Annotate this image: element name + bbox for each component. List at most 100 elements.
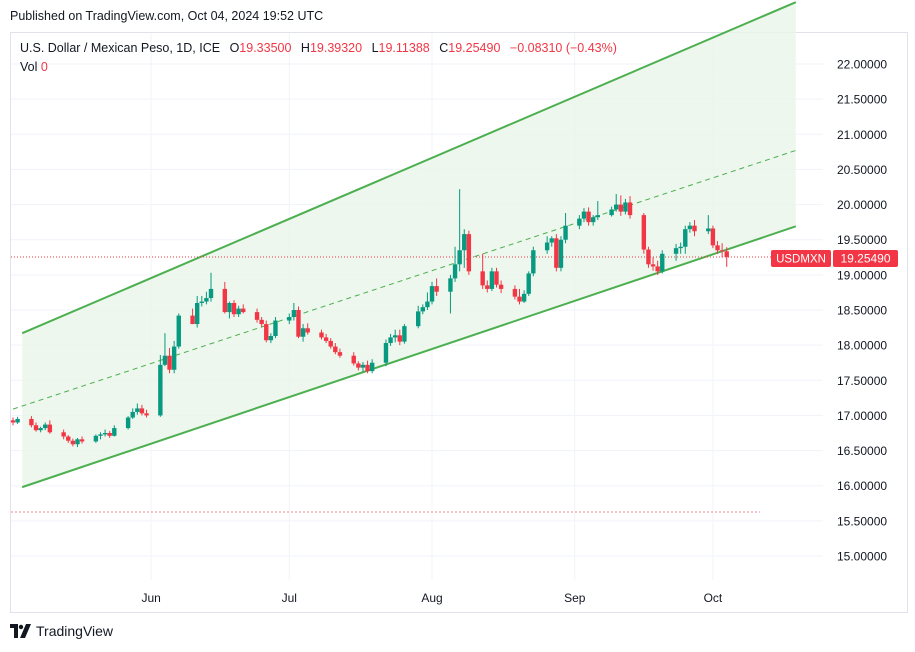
candle-up <box>416 305 421 329</box>
candle-up <box>383 339 389 367</box>
candle-body <box>365 364 370 372</box>
candle-body <box>75 439 80 445</box>
candle-up <box>273 317 278 339</box>
candle-body <box>526 273 531 294</box>
candle-body <box>369 362 375 372</box>
candle-body <box>397 335 402 342</box>
candle-body <box>356 363 361 368</box>
candle-up <box>15 416 20 424</box>
last-price-line <box>11 256 823 513</box>
candle-up <box>236 305 241 318</box>
candle-up <box>388 333 393 346</box>
candle-body <box>167 355 172 370</box>
candle-down <box>222 281 228 314</box>
candle-down <box>10 417 16 426</box>
candle-body <box>724 251 729 257</box>
candle-body <box>130 411 135 418</box>
candle-up <box>595 201 600 221</box>
candle-body <box>79 439 85 442</box>
y-tick-label: 16.50000 <box>837 444 887 458</box>
candle-up <box>93 434 99 443</box>
candle-up <box>392 329 398 343</box>
channel-lower-line <box>21 225 797 489</box>
candle-down <box>655 260 660 275</box>
candle-down <box>264 320 269 343</box>
candle-down <box>337 348 343 358</box>
candle-body <box>194 302 200 325</box>
candle-down <box>554 234 559 272</box>
candle-body <box>351 355 356 364</box>
x-tick-label: Aug <box>421 591 442 605</box>
candle-down <box>190 308 195 325</box>
candle-body <box>660 253 665 272</box>
candle-up <box>291 302 297 321</box>
candle-down <box>715 241 720 254</box>
candle-down <box>365 360 370 374</box>
candle-down <box>397 329 402 346</box>
low-value: 19.11388 <box>378 41 430 55</box>
footer[interactable]: TradingView <box>10 623 113 639</box>
candle-up <box>130 408 135 419</box>
candle-body <box>678 246 683 249</box>
candle-body <box>531 250 536 274</box>
candle-down <box>485 280 490 293</box>
candle-body <box>61 432 66 437</box>
candle-body <box>512 288 518 297</box>
candle-body <box>489 271 495 289</box>
candle-up <box>287 313 292 325</box>
candle-body <box>448 278 453 292</box>
price-tag-label: 19.25490 <box>840 252 890 266</box>
candle-body <box>692 225 697 232</box>
time-axis[interactable]: Jun Jul Aug Sep Oct <box>141 591 722 605</box>
x-tick-label: Sep <box>564 591 586 605</box>
candle-body <box>466 234 472 272</box>
x-tick-label: Jun <box>141 591 160 605</box>
y-tick-label: 20.00000 <box>837 198 887 212</box>
candle-body <box>43 424 48 429</box>
candle-up <box>176 313 181 349</box>
candle-body <box>29 418 34 426</box>
candle-body <box>93 435 99 442</box>
candle-body <box>139 408 145 414</box>
price-tag-bg <box>833 250 898 267</box>
candle-body <box>227 302 232 313</box>
candle-up <box>558 236 564 272</box>
candle-up <box>521 290 527 303</box>
candle-up <box>204 291 209 305</box>
candle-body <box>236 308 241 315</box>
candle-body <box>158 364 163 416</box>
x-tick-label: Oct <box>704 591 723 605</box>
candle-body <box>291 310 297 318</box>
candle-body <box>563 225 568 240</box>
candle-body <box>420 307 426 312</box>
candle-down <box>61 429 66 440</box>
candle-body <box>323 337 329 341</box>
candle-up <box>102 429 108 437</box>
candle-body <box>434 286 439 292</box>
high-label: H <box>300 41 310 55</box>
candle-up <box>38 426 43 433</box>
candle-body <box>38 428 43 431</box>
y-tick-label: 17.00000 <box>837 409 887 423</box>
parallel-channel[interactable] <box>12 1 797 489</box>
candle-down <box>710 225 716 249</box>
candle-up <box>199 295 204 307</box>
candle-body <box>521 293 527 302</box>
candle-down <box>641 213 647 254</box>
price-axis[interactable]: 22.00000 21.50000 21.00000 20.50000 20.00000… <box>837 58 887 564</box>
candle-body <box>15 418 20 423</box>
candle-body <box>102 433 108 435</box>
channel-upper-line <box>21 1 797 335</box>
candle-up <box>425 292 430 310</box>
candle-body <box>273 320 278 337</box>
candle-body <box>480 271 485 286</box>
candle-up <box>609 206 614 217</box>
candle-body <box>627 202 633 216</box>
y-tick-label: 20.50000 <box>837 163 887 177</box>
candle-body <box>590 217 596 223</box>
open-value: 19.33500 <box>239 41 292 55</box>
candle-body <box>706 228 711 232</box>
candle-up <box>360 362 366 372</box>
candle-body <box>623 202 628 212</box>
